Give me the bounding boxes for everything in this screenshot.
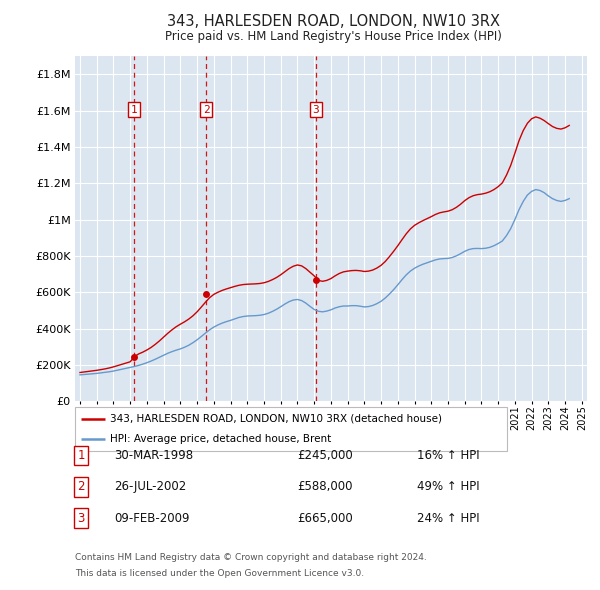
Text: 16% ↑ HPI: 16% ↑ HPI [417,449,479,462]
Text: 2: 2 [203,104,209,114]
Text: This data is licensed under the Open Government Licence v3.0.: This data is licensed under the Open Gov… [75,569,364,578]
Text: Price paid vs. HM Land Registry's House Price Index (HPI): Price paid vs. HM Land Registry's House … [164,30,502,43]
Text: £665,000: £665,000 [297,512,353,525]
Text: 3: 3 [77,512,85,525]
Text: 1: 1 [77,449,85,462]
Text: 1: 1 [131,104,137,114]
Text: 343, HARLESDEN ROAD, LONDON, NW10 3RX (detached house): 343, HARLESDEN ROAD, LONDON, NW10 3RX (d… [110,414,442,424]
Text: Contains HM Land Registry data © Crown copyright and database right 2024.: Contains HM Land Registry data © Crown c… [75,553,427,562]
Text: 49% ↑ HPI: 49% ↑ HPI [417,480,479,493]
Text: 26-JUL-2002: 26-JUL-2002 [114,480,186,493]
Text: 09-FEB-2009: 09-FEB-2009 [114,512,190,525]
Text: 24% ↑ HPI: 24% ↑ HPI [417,512,479,525]
Text: 343, HARLESDEN ROAD, LONDON, NW10 3RX: 343, HARLESDEN ROAD, LONDON, NW10 3RX [167,14,500,30]
Text: £245,000: £245,000 [297,449,353,462]
Text: HPI: Average price, detached house, Brent: HPI: Average price, detached house, Bren… [110,434,331,444]
Text: 2: 2 [77,480,85,493]
FancyBboxPatch shape [75,407,507,451]
Text: 30-MAR-1998: 30-MAR-1998 [114,449,193,462]
Text: 3: 3 [313,104,319,114]
Text: £588,000: £588,000 [297,480,353,493]
